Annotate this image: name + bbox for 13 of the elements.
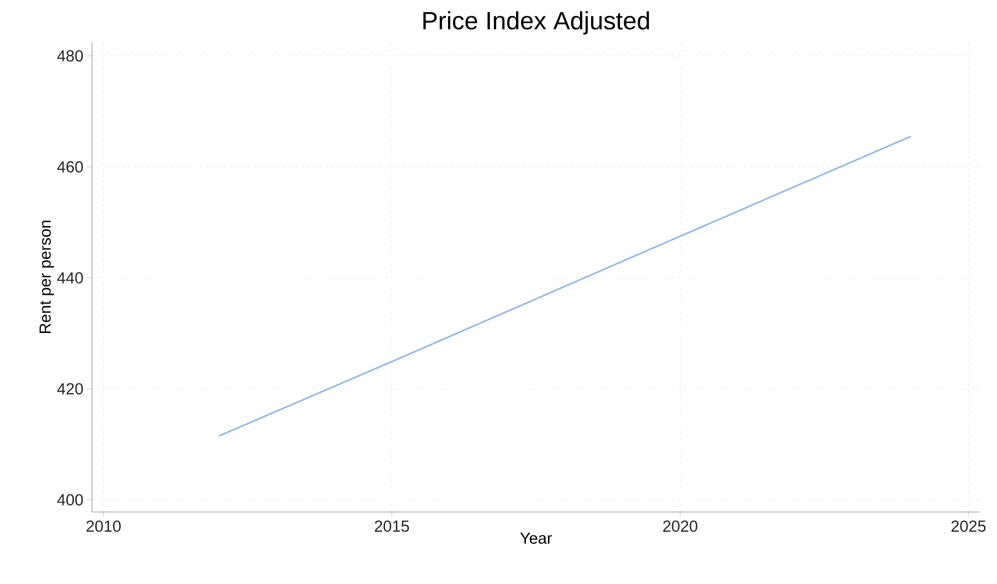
y-tick-label: 440	[57, 272, 83, 284]
y-axis-title: Rent per person	[40, 220, 54, 334]
y-tick-label: 460	[57, 161, 83, 173]
y-tick-label: 420	[57, 383, 83, 394]
y-tick-label: 480	[57, 50, 83, 62]
x-tick-label: 2015	[374, 520, 409, 532]
x-axis-title: Year	[520, 532, 552, 544]
chart-title: Price Index Adjusted	[423, 11, 650, 34]
x-tick-label: 2010	[86, 520, 121, 532]
y-tick-label: 400	[57, 494, 83, 506]
x-tick-label: 2020	[663, 520, 698, 532]
line-series	[218, 136, 912, 437]
x-tick-label: 2025	[951, 520, 986, 532]
